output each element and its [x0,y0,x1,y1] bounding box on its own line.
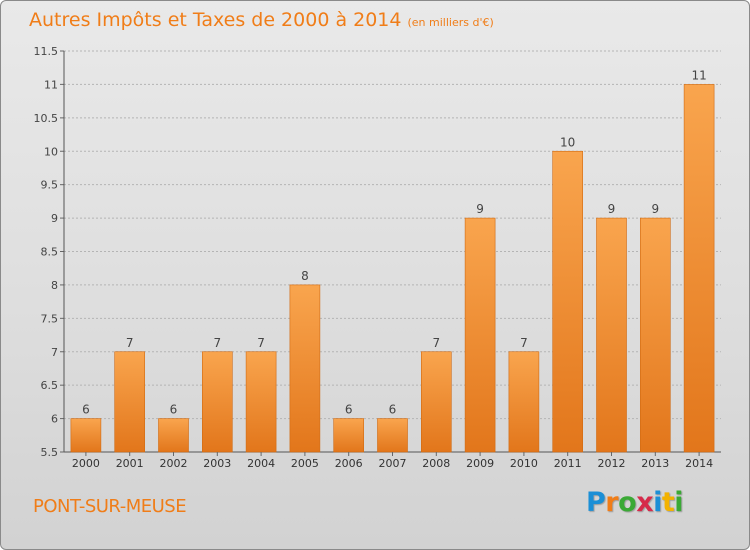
x-tick-label: 2014 [685,457,713,470]
chart-title-block: Autres Impôts et Taxes de 2000 à 2014 (en… [29,9,494,31]
bar-value-label: 6 [170,403,178,417]
proxiti-logo-letter: t [661,487,675,518]
bar [508,351,540,453]
bar-value-label: 11 [691,68,706,82]
bar-value-label: 7 [257,336,265,350]
y-tick-label: 9.5 [41,179,59,192]
y-tick-label: 7.5 [41,312,59,325]
y-tick-label: 9 [51,212,58,225]
x-tick-label: 2006 [335,457,363,470]
x-tick-label: 2010 [510,457,538,470]
bar [464,217,496,453]
x-tick-label: 2012 [598,457,626,470]
y-tick-label: 11.5 [34,45,59,58]
x-tick-label: 2011 [554,457,582,470]
x-tick-label: 2003 [203,457,231,470]
bar [333,418,365,453]
x-tick-label: 2007 [379,457,407,470]
bar-value-label: 9 [651,202,659,216]
x-tick-label: 2002 [160,457,188,470]
y-tick-label: 7 [51,346,58,359]
proxiti-logo-letter: o [618,487,637,518]
y-tick-label: 6.5 [41,379,59,392]
bar [158,418,189,453]
y-tick-label: 5.5 [41,446,59,459]
bar-value-label: 10 [560,135,575,149]
bar [377,418,408,453]
commune-name: PONT-SUR-MEUSE [33,496,187,517]
x-tick-label: 2000 [72,457,100,470]
bar-value-label: 8 [301,269,309,283]
proxiti-logo-letter: x [636,487,654,518]
bar-value-label: 6 [389,403,397,417]
y-tick-label: 10 [44,145,58,158]
bar-value-label: 9 [476,202,484,216]
x-tick-label: 2004 [247,457,275,470]
y-tick-label: 11 [44,78,58,91]
x-tick-label: 2009 [466,457,494,470]
bar-value-label: 6 [82,403,90,417]
x-tick-label: 2008 [422,457,450,470]
y-tick-label: 8 [51,279,58,292]
y-tick-label: 10.5 [34,112,59,125]
bar [114,351,145,453]
bar [420,351,452,453]
proxiti-logo-letter: i [674,487,684,518]
bar [70,418,102,453]
y-tick-label: 8.5 [41,246,59,259]
bar-value-label: 7 [126,336,134,350]
bar [552,150,584,453]
bar [245,351,277,453]
bar-value-label: 7 [520,336,528,350]
bar-value-label: 9 [608,202,616,216]
chart-subtitle: (en milliers d'€) [407,16,494,29]
proxiti-logo-letter: i [653,487,662,518]
chart-title: Autres Impôts et Taxes de 2000 à 2014 [29,9,402,31]
bar-value-label: 7 [432,336,440,350]
bar [683,84,715,453]
bar [596,217,627,453]
proxiti-logo: Proxiti [586,487,684,518]
y-tick-label: 6 [51,413,58,426]
proxiti-logo-letter: P [586,487,606,518]
bar [202,351,233,453]
x-tick-label: 2001 [116,457,144,470]
bar [639,217,671,453]
proxiti-logo-letter: r [605,487,619,518]
x-tick-label: 2013 [641,457,669,470]
bar-value-label: 6 [345,403,353,417]
x-tick-label: 2005 [291,457,319,470]
bar [289,284,321,453]
bar-value-label: 7 [213,336,221,350]
